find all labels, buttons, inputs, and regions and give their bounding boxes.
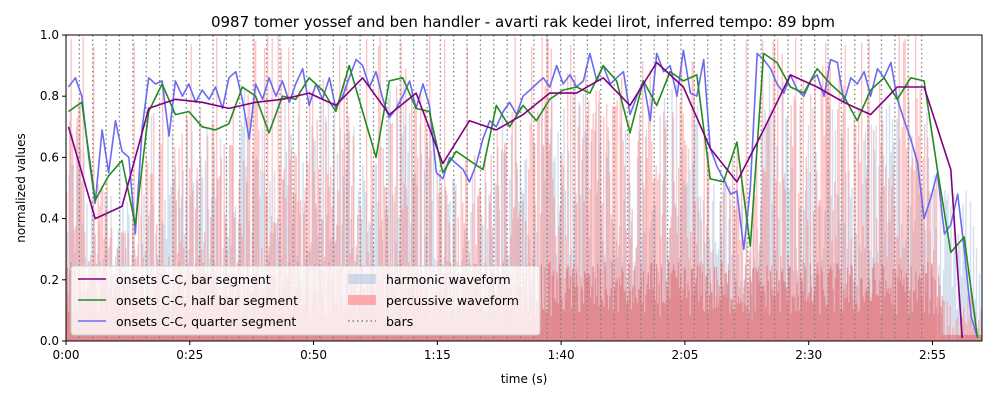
legend-swatch-harmonic-waveform (348, 274, 376, 284)
legend-item-harmonic-waveform: harmonic waveform (348, 272, 511, 287)
y-tick-label: 0.2 (40, 273, 59, 287)
x-tick-label: 0:50 (300, 348, 327, 362)
legend-label-quarter-segment: onsets C-C, quarter segment (116, 314, 296, 329)
legend-box (70, 265, 541, 336)
legend-label-harmonic-waveform: harmonic waveform (386, 272, 511, 287)
x-tick-label: 2:55 (919, 348, 946, 362)
legend-item-bar-segment: onsets C-C, bar segment (78, 272, 271, 287)
y-tick-label: 0.6 (40, 150, 59, 164)
x-tick-label: 1:15 (424, 348, 451, 362)
y-axis-label: normalized values (14, 133, 28, 243)
x-axis-label: time (s) (501, 372, 548, 386)
axes-frame (65, 34, 983, 342)
series-half-bar-segment (68, 52, 979, 339)
legend-label-half-bar-segment: onsets C-C, half bar segment (116, 293, 298, 308)
legend-item-percussive-waveform: percussive waveform (348, 293, 519, 308)
x-tick-label: 1:40 (548, 348, 575, 362)
legend-item-bars: bars (348, 314, 413, 329)
plot-area (66, 35, 982, 341)
x-tick-label: 0:00 (53, 348, 80, 362)
y-tick-label: 1.0 (40, 28, 59, 42)
legend-swatch-percussive-waveform (348, 295, 376, 305)
y-tick-label: 0.0 (40, 334, 59, 348)
series-layer (67, 49, 979, 339)
legend-item-half-bar-segment: onsets C-C, half bar segment (78, 293, 298, 308)
x-axis: 0:00 0:25 0:50 1:15 1:40 2:05 2:30 2:55 (53, 341, 946, 362)
x-tick-label: 0:25 (176, 348, 203, 362)
x-tick-label: 2:05 (671, 348, 698, 362)
legend-label-bar-segment: onsets C-C, bar segment (116, 272, 271, 287)
series-bar-segment (67, 61, 963, 338)
legend: onsets C-C, bar segment onsets C-C, half… (70, 265, 541, 336)
y-axis: 0.0 0.2 0.4 0.6 0.8 1.0 (40, 28, 66, 348)
legend-label-bars: bars (386, 314, 413, 329)
series-quarter-segment (67, 49, 979, 339)
legend-label-percussive-waveform: percussive waveform (386, 293, 519, 308)
x-tick-label: 2:30 (795, 348, 822, 362)
chart-title: 0987 tomer yossef and ben handler - avar… (211, 13, 835, 31)
y-tick-label: 0.8 (40, 89, 59, 103)
bars-layer (66, 35, 923, 341)
y-tick-label: 0.4 (40, 212, 59, 226)
legend-item-quarter-segment: onsets C-C, quarter segment (78, 314, 296, 329)
